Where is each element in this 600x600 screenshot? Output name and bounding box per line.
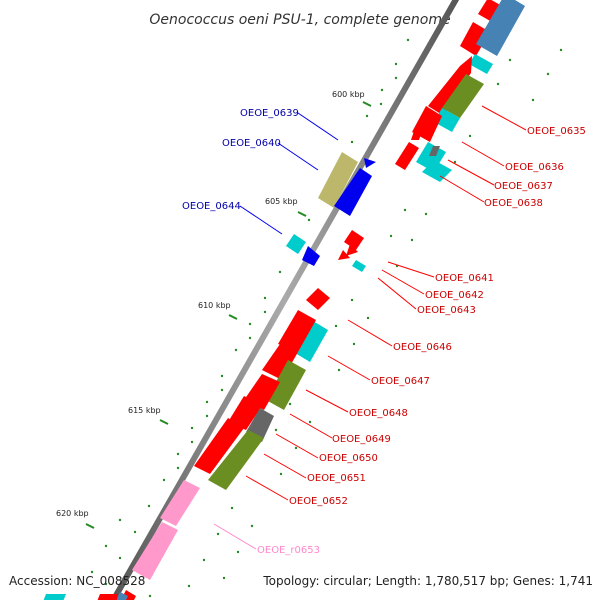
accession-text: Accession: NC_008528 [9, 574, 146, 588]
gene-label[interactable]: OEOE_0647 [371, 376, 430, 387]
scale-ticks [85, 101, 372, 529]
tick-label: 605 kbp [265, 197, 298, 206]
tick-label: 615 kbp [128, 406, 161, 415]
gene-label[interactable]: OEOE_0649 [332, 434, 391, 445]
rna-feature [132, 522, 178, 580]
gene-feature [428, 56, 472, 116]
map-title: Oenococcus oeni PSU-1, complete genome [149, 12, 450, 28]
rna-feature [162, 512, 172, 522]
gene-feature [334, 168, 372, 216]
rna-feature [160, 480, 200, 526]
gene-feature [344, 230, 364, 250]
gene-label[interactable]: OEOE_0646 [393, 342, 452, 353]
gene-feature [395, 142, 419, 170]
gene-feature [478, 0, 502, 22]
gene-label[interactable]: OEOE_0638 [484, 198, 543, 209]
gene-label[interactable]: OEOE_0640 [222, 138, 281, 149]
gene-label[interactable]: OEOE_0651 [307, 473, 366, 484]
gene-label[interactable]: OEOE_0642 [425, 290, 484, 301]
gene-label[interactable]: OEOE_0635 [527, 126, 586, 137]
gene-label[interactable]: OEOE_0643 [417, 305, 476, 316]
gene-label[interactable]: OEOE_0636 [505, 162, 564, 173]
gene-label[interactable]: OEOE_0641 [435, 273, 494, 284]
gene-feature [460, 22, 490, 56]
gene-feature [290, 318, 328, 362]
gene-feature [422, 160, 452, 182]
gene-feature [97, 594, 118, 600]
reverse-features [286, 152, 376, 266]
gene-feature [338, 250, 350, 260]
gene-feature [442, 74, 484, 118]
gene-label[interactable]: OEOE_0652 [289, 496, 348, 507]
gene-feature [262, 344, 298, 380]
gene-label[interactable]: OEOE_0637 [494, 181, 553, 192]
gene-feature [43, 594, 66, 600]
gene-label[interactable]: OEOE_0648 [349, 408, 408, 419]
gene-feature [208, 430, 264, 490]
gene-feature [429, 146, 440, 156]
label-leaders [213, 105, 527, 550]
gene-label[interactable]: OEOE_r0653 [257, 545, 320, 556]
gene-feature [286, 234, 306, 254]
gene-feature [346, 244, 358, 256]
gene-feature [278, 310, 316, 352]
gene-label[interactable]: OEOE_0644 [182, 201, 241, 212]
gene-feature [318, 152, 358, 208]
rna-feature [170, 508, 182, 520]
forward-features [43, 0, 525, 600]
gene-feature [434, 108, 460, 132]
gene-feature [302, 246, 320, 266]
gene-feature [364, 158, 376, 168]
tick-label: 620 kbp [56, 509, 89, 518]
gene-feature [306, 288, 330, 310]
gene-feature [411, 128, 423, 140]
gene-feature [266, 360, 306, 410]
gene-feature [194, 418, 244, 474]
tick-label: 610 kbp [198, 301, 231, 310]
gene-feature [469, 54, 493, 74]
genome-summary-text: Topology: circular; Length: 1,780,517 bp… [263, 574, 593, 588]
gene-feature [476, 0, 525, 56]
tick-labels: 600 kbp 605 kbp 610 kbp 615 kbp 620 kbp [56, 90, 365, 518]
gene-label[interactable]: OEOE_0650 [319, 453, 378, 464]
tick-label: 600 kbp [332, 90, 365, 99]
genome-backbone [109, 0, 460, 600]
gene-label[interactable]: OEOE_0639 [240, 108, 299, 119]
gene-feature [116, 592, 128, 600]
gene-labels: OEOE_0635 OEOE_0636 OEOE_0637 OEOE_0638 … [182, 108, 586, 556]
gene-feature [352, 260, 366, 272]
